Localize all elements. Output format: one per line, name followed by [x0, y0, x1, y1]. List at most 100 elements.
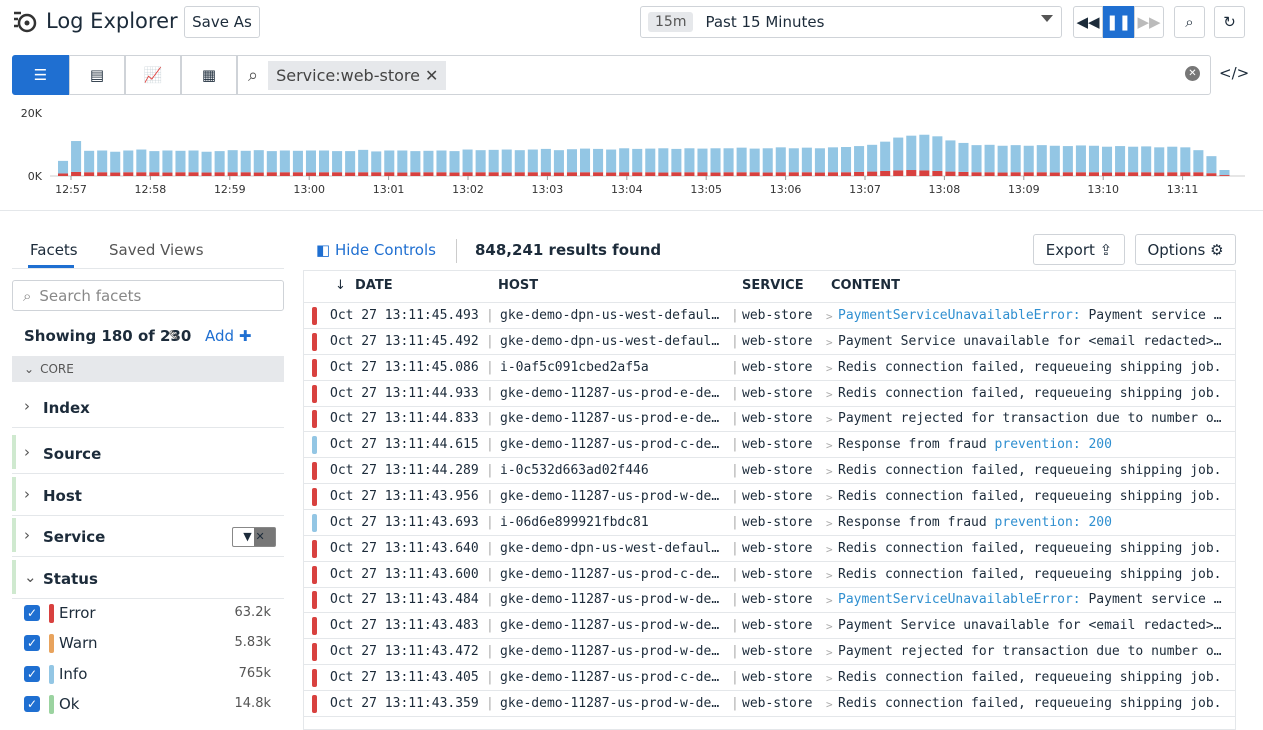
export-button[interactable]: Export ⇪	[1033, 234, 1125, 265]
histogram-bar	[514, 150, 525, 173]
histogram-bar	[893, 170, 904, 176]
content-part: Redis connection failed, requeueing ship…	[838, 359, 1222, 375]
log-host: gke-demo-11287-us-prod-c-de…	[500, 437, 720, 453]
expand-arrow: >	[826, 671, 833, 685]
rewind-button[interactable]: ◀◀	[1073, 6, 1103, 38]
status-checkbox[interactable]: ✓	[24, 605, 40, 621]
histogram-bar	[462, 172, 473, 176]
separator	[456, 239, 457, 263]
divider	[0, 210, 1263, 211]
histogram-bar	[97, 150, 108, 173]
log-row[interactable]: Oct 27 13:11:43.359 | gke-demo-11287-us-pr…	[304, 691, 1236, 717]
hide-controls[interactable]: ◧ Hide Controls	[316, 241, 436, 259]
column-header[interactable]: SERVICE	[742, 278, 804, 293]
log-row[interactable]: Oct 27 13:11:43.956 | gke-demo-11287-us-pr…	[304, 484, 1236, 510]
histogram-bar	[227, 150, 238, 173]
histogram-bar	[1219, 170, 1230, 176]
histogram-bar	[632, 172, 643, 176]
save-as-button[interactable]: Save As	[184, 6, 260, 38]
search-query-chip[interactable]: Service:web-store ✕	[268, 60, 447, 90]
edit-icon[interactable]: ✎	[168, 327, 181, 345]
log-row[interactable]: Oct 27 13:11:45.493 | gke-demo-dpn-us-west…	[304, 303, 1236, 329]
histogram-bar	[475, 150, 486, 173]
log-row[interactable]: Oct 27 13:11:44.933 | gke-demo-11287-us-pr…	[304, 381, 1236, 407]
facet[interactable]: ⌄ Status	[12, 558, 284, 599]
log-service: web-store	[742, 592, 813, 608]
options-button[interactable]: Options ⚙	[1135, 234, 1236, 265]
log-row[interactable]: Oct 27 13:11:43.483 | gke-demo-11287-us-pr…	[304, 613, 1236, 640]
facet[interactable]: › Source	[12, 433, 284, 474]
histogram-bar	[619, 148, 630, 173]
page-title: Log Explorer	[46, 9, 178, 33]
histogram-bar	[880, 170, 891, 176]
log-service: web-store	[742, 644, 813, 660]
facet-marker	[12, 518, 16, 552]
histogram-bar	[214, 172, 225, 176]
histogram-bar	[384, 172, 395, 176]
sort-arrow[interactable]: ↓	[335, 278, 346, 293]
histogram-bar	[749, 172, 760, 176]
status-checkbox[interactable]: ✓	[24, 695, 40, 712]
histogram-bar	[227, 172, 238, 176]
code-toggle[interactable]: </>	[1219, 64, 1250, 82]
refresh-button[interactable]: ↻	[1214, 6, 1245, 38]
log-row[interactable]: Oct 27 13:11:44.833 | gke-demo-11287-us-pr…	[304, 406, 1236, 433]
log-row[interactable]: Oct 27 13:11:43.405 | gke-demo-11287-us-pr…	[304, 665, 1236, 691]
zoom-button[interactable]: ⌕	[1174, 6, 1205, 38]
status-bar	[312, 436, 317, 455]
add-facet[interactable]: Add ✚	[205, 327, 252, 345]
cell-sep: |	[486, 695, 494, 711]
log-row[interactable]: Oct 27 13:11:43.472 | gke-demo-11287-us-pr…	[304, 639, 1236, 666]
content-part: Payment rejected for transaction due to …	[838, 411, 1222, 427]
forward-button[interactable]: ▶▶	[1134, 6, 1164, 38]
log-row[interactable]: Oct 27 13:11:43.484 | gke-demo-11287-us-pr…	[304, 587, 1236, 614]
timeseries-view-button[interactable]: 📈	[125, 55, 181, 95]
saved-views-tab[interactable]: Saved Views	[109, 241, 204, 259]
log-row[interactable]: Oct 27 13:11:45.086 | i-0af5c091cbed2af5a |…	[304, 355, 1236, 381]
cell-sep: |	[486, 669, 494, 685]
status-name: Warn	[59, 634, 98, 653]
column-header[interactable]: HOST	[498, 278, 539, 293]
hide-controls-label: Hide Controls	[334, 241, 436, 259]
search-bar[interactable]: ⌕ Service:web-store ✕ ✕	[237, 55, 1211, 95]
clear-search[interactable]: ✕	[1185, 66, 1200, 81]
pause-button[interactable]: ❚❚	[1103, 6, 1134, 38]
facet-chevron: ›	[24, 526, 30, 544]
histogram-bar	[214, 151, 225, 173]
facet[interactable]: › Service ▼ ✕	[12, 516, 284, 557]
facet[interactable]: › Host	[12, 475, 284, 516]
content-part: Payment rejected for transaction due to …	[838, 644, 1222, 660]
facet-search[interactable]: ⌕ Search facets	[12, 280, 284, 311]
log-service: web-store	[742, 463, 813, 479]
log-date: Oct 27 13:11:43.693	[330, 514, 479, 530]
log-content: Payment rejected for transaction due to …	[838, 644, 1230, 659]
log-row[interactable]: Oct 27 13:11:45.492 | gke-demo-dpn-us-west…	[304, 329, 1236, 355]
facets-tab[interactable]: Facets	[30, 241, 78, 259]
histogram-bar	[253, 150, 264, 173]
facet-section[interactable]: ⌄ CORE	[12, 356, 284, 382]
histogram-bar	[305, 172, 316, 176]
log-row[interactable]: Oct 27 13:11:43.640 | gke-demo-dpn-us-west…	[304, 536, 1236, 562]
log-row[interactable]: Oct 27 13:11:43.600 | gke-demo-11287-us-pr…	[304, 562, 1236, 588]
column-header[interactable]: CONTENT	[831, 278, 900, 293]
facet-chevron: ›	[24, 397, 30, 415]
histogram-bar	[58, 173, 69, 176]
status-checkbox[interactable]: ✓	[24, 635, 40, 652]
histogram-bar	[997, 145, 1008, 173]
histogram-bar	[762, 148, 773, 173]
log-row[interactable]: Oct 27 13:11:43.693 | i-06d6e899921fbdc81 |…	[304, 510, 1236, 536]
table-view-button[interactable]: ▦	[181, 55, 237, 95]
status-checkbox[interactable]: ✓	[24, 665, 40, 682]
log-host: gke-demo-11287-us-prod-w-de…	[500, 592, 720, 608]
histogram-bar	[775, 172, 786, 176]
facet-label: Status	[43, 570, 98, 588]
facet[interactable]: › Index	[12, 387, 284, 428]
x-tick-label: 13:08	[929, 183, 961, 196]
list-view-button[interactable]: ☰	[12, 55, 69, 95]
column-header[interactable]: DATE	[355, 278, 393, 293]
log-row[interactable]: Oct 27 13:11:44.289 | i-0c532d663ad02f446 |…	[304, 458, 1236, 485]
cell-sep: |	[486, 359, 494, 375]
time-picker[interactable]: 15m Past 15 Minutes	[640, 6, 1062, 38]
log-row[interactable]: Oct 27 13:11:44.615 | gke-demo-11287-us-pr…	[304, 432, 1236, 459]
pattern-view-button[interactable]: ▤	[69, 55, 125, 95]
